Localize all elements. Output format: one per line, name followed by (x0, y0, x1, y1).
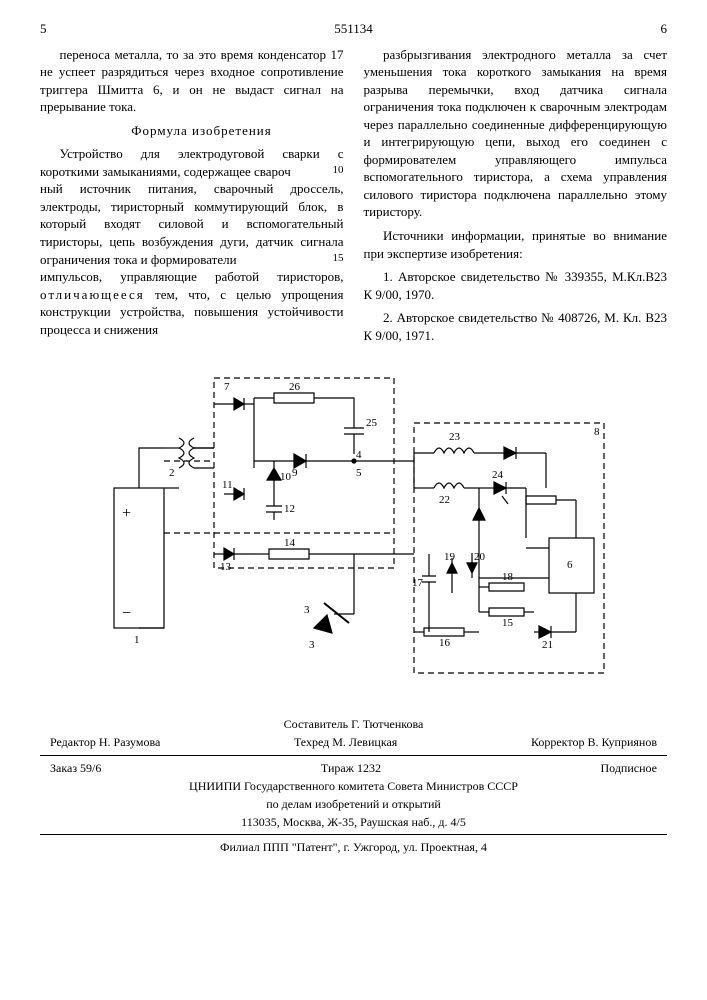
filial: Филиал ППП "Патент", г. Ужгород, ул. Про… (40, 839, 667, 855)
fig-label: 6 (567, 559, 573, 571)
fig-label: 1 (134, 634, 140, 646)
sources-head: Источники информации, принятые во вниман… (364, 227, 668, 262)
footer-order-row: Заказ 59/6 Тираж 1232 Подписное (40, 760, 667, 776)
line-marker: 10 (313, 163, 344, 178)
fig-label: 3 (309, 639, 315, 651)
fig-label: 24 (492, 469, 504, 481)
fig-label: 23 (449, 431, 461, 443)
fig-label: 18 (502, 571, 514, 583)
circuit-svg: 7 8 + − 1 2 26 25 (94, 368, 614, 698)
fig-label: 16 (439, 637, 451, 649)
fig-label: 11 (222, 479, 233, 491)
compiler: Составитель Г. Тютченкова (40, 716, 667, 732)
fig-label: 14 (284, 537, 296, 549)
text-run: импульсов, управляющие работой тиристоро… (40, 269, 344, 284)
text-columns: переноса металла, то за это время конден… (40, 46, 667, 351)
fig-label: 13 (220, 561, 232, 573)
divider (40, 834, 667, 835)
source-item: 2. Авторское свидетельство № 408726, М. … (364, 309, 668, 344)
fig-label: 22 (439, 494, 450, 506)
fig-label: 25 (366, 417, 378, 429)
fig-label: 8 (594, 426, 600, 438)
fig-label: 7 (224, 381, 230, 393)
fig-label: 21 (542, 639, 553, 651)
fig-label: 3 (304, 604, 310, 616)
fig-label: 15 (502, 617, 514, 629)
line-marker: 15 (333, 251, 344, 266)
svg-text:+: + (122, 505, 131, 522)
col-num-left: 5 (40, 20, 47, 38)
doc-number: 551134 (334, 20, 373, 38)
column-left: переноса металла, то за это время конден… (40, 46, 344, 351)
divider (40, 755, 667, 756)
tirage: Тираж 1232 (321, 760, 381, 776)
fig-label: 9 (292, 467, 298, 479)
fig-label: 12 (284, 503, 295, 515)
text-run: ный источник питания, сварочный дроссель… (40, 181, 344, 266)
org2: по делам изобретений и открытий (40, 796, 667, 812)
para: Устройство для электродуговой сварки с к… (40, 145, 344, 180)
fig-label: 26 (289, 381, 301, 393)
text-run-spaced: отличающееся (40, 287, 145, 302)
source-item: 1. Авторское свидетельство № 339355, М.К… (364, 268, 668, 303)
tech: Техред М. Левицкая (294, 734, 397, 750)
circuit-figure: 7 8 + − 1 2 26 25 (40, 368, 667, 698)
org1: ЦНИИПИ Государственного комитета Совета … (40, 778, 667, 794)
order: Заказ 59/6 (50, 760, 101, 776)
formula-heading: Формула изобретения (40, 122, 344, 140)
corrector: Корректор В. Куприянов (531, 734, 657, 750)
fig-label: 2 (169, 467, 175, 479)
addr: 113035, Москва, Ж-35, Раушская наб., д. … (40, 814, 667, 830)
fig-label: 4 (356, 449, 362, 461)
column-right: разбрызгивания электродного металла за с… (364, 46, 668, 351)
fig-label: 10 (280, 471, 292, 483)
para: импульсов, управляющие работой тиристоро… (40, 268, 344, 338)
para: переноса металла, то за это время конден… (40, 46, 344, 116)
editor: Редактор Н. Разумова (50, 734, 160, 750)
sub: Подписное (601, 760, 658, 776)
col-num-right: 6 (661, 20, 668, 38)
fig-label: 5 (356, 467, 362, 479)
para: ный источник питания, сварочный дроссель… (40, 180, 344, 268)
text-run: Устройство для электродуговой сварки с к… (40, 146, 344, 179)
fig-label: 20 (474, 551, 486, 563)
page-header: 5 551134 6 (40, 20, 667, 38)
para: разбрызгивания электродного металла за с… (364, 46, 668, 221)
fig-label: 19 (444, 551, 456, 563)
footer-credits: Редактор Н. Разумова Техред М. Левицкая … (40, 734, 667, 750)
footer: Составитель Г. Тютченкова Редактор Н. Ра… (40, 716, 667, 855)
fig-label: 17 (412, 577, 424, 589)
svg-text:−: − (122, 605, 131, 622)
